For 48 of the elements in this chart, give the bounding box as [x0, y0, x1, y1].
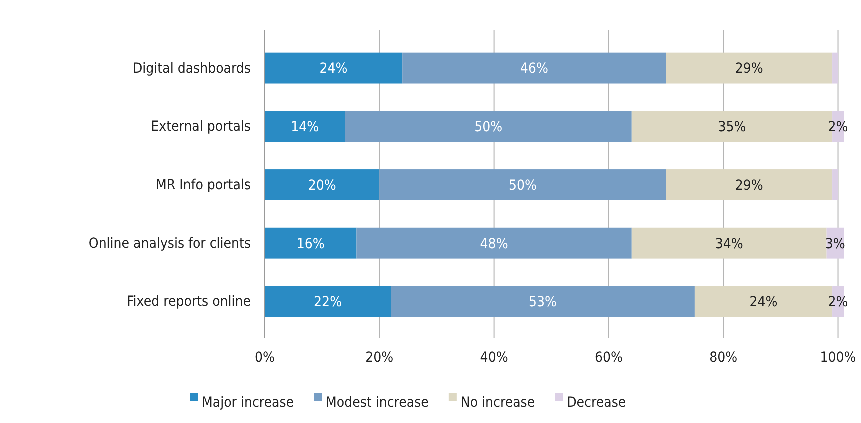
bar — [265, 286, 392, 318]
bar — [666, 52, 833, 84]
y-tick-label: MR Info portals — [156, 177, 251, 194]
legend-label: Modest increase — [326, 395, 430, 411]
bar — [832, 52, 838, 84]
bar — [265, 170, 380, 200]
bar — [402, 52, 666, 84]
data-label: 50% — [508, 178, 537, 194]
y-tick-label: Digital dashboards — [132, 60, 251, 77]
x-tick-label: 100% — [820, 350, 856, 366]
bar — [265, 111, 346, 142]
x-tick-label: 60% — [594, 350, 623, 366]
data-label: 14% — [291, 120, 320, 136]
x-tick-label: 40% — [480, 350, 508, 366]
data-label: 20% — [308, 178, 336, 194]
legend-label: Decrease — [567, 395, 626, 411]
y-tick-label: Online analysis for clients — [88, 236, 251, 252]
data-label: 16% — [296, 236, 325, 252]
data-label: 34% — [715, 236, 744, 252]
legend-label: Major increase — [202, 395, 294, 411]
data-label: 2% — [828, 120, 848, 136]
bar — [666, 170, 833, 200]
x-tick-label: 80% — [710, 350, 738, 366]
bar — [832, 170, 838, 200]
bar — [265, 228, 357, 259]
data-label: 46% — [520, 61, 548, 78]
bar — [632, 228, 827, 259]
bar — [265, 52, 403, 84]
data-label: 35% — [718, 120, 746, 136]
x-tick-label: 20% — [366, 350, 394, 366]
x-tick-label: 0% — [255, 350, 276, 366]
data-label: 24% — [750, 294, 778, 311]
bar — [391, 286, 695, 318]
data-label: 3% — [825, 236, 846, 252]
data-label: 29% — [735, 178, 764, 194]
data-label: 29% — [735, 61, 764, 78]
data-label: 48% — [480, 236, 508, 252]
data-label: 53% — [529, 294, 558, 311]
y-tick-label: External portals — [151, 119, 251, 136]
bar — [356, 228, 632, 259]
data-label: 24% — [320, 61, 348, 78]
y-tick-label: Fixed reports online — [127, 294, 252, 310]
data-label: 2% — [828, 294, 848, 311]
legend-label: No increase — [460, 395, 536, 411]
data-label: 50% — [474, 120, 503, 136]
bar — [380, 170, 666, 200]
bar — [345, 111, 632, 142]
data-label: 22% — [314, 294, 342, 311]
